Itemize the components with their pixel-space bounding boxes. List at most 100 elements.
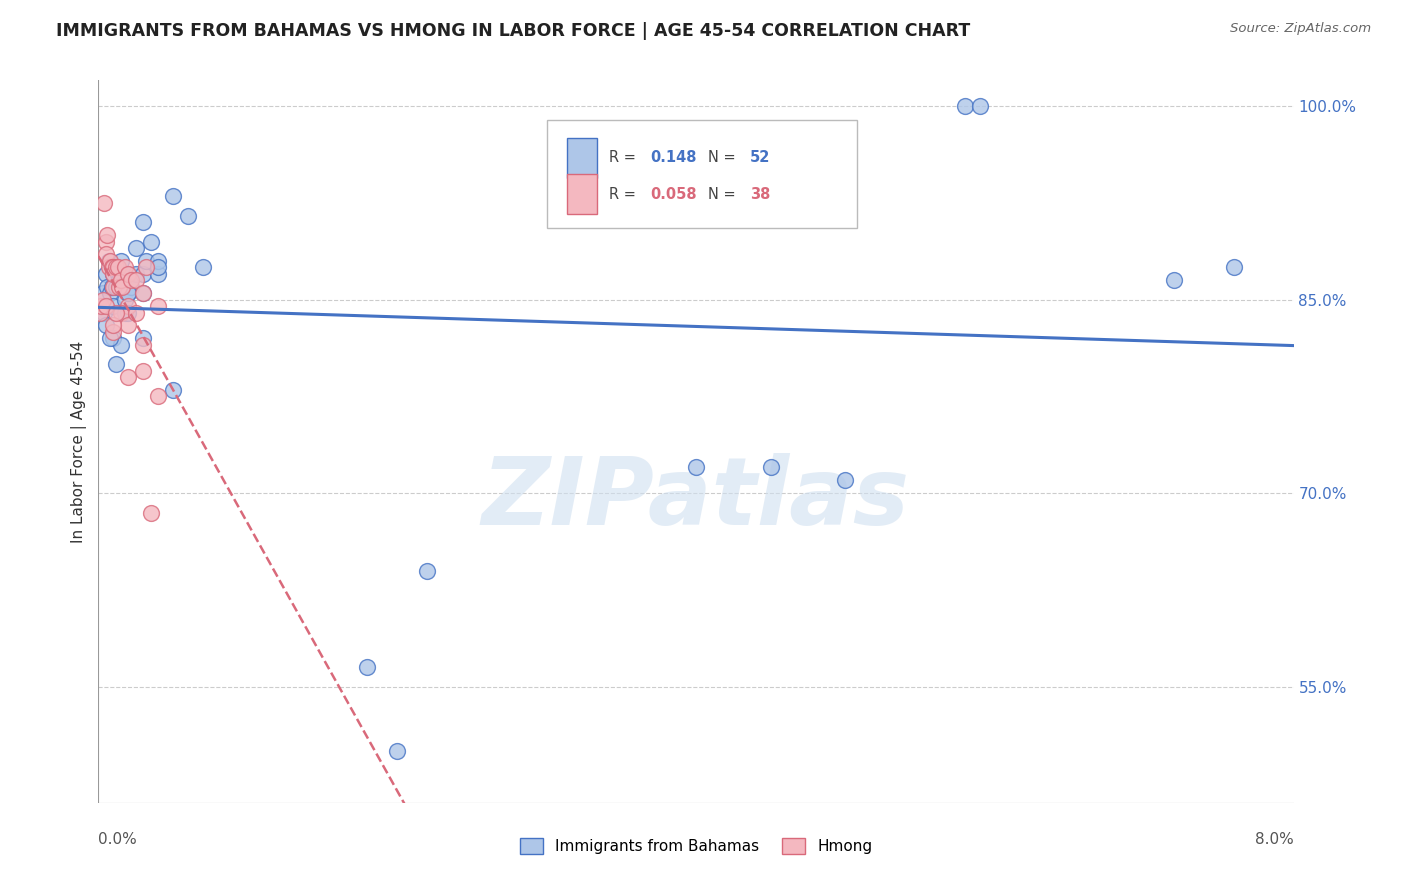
- Text: R =: R =: [609, 151, 640, 165]
- Point: [91, 286, 114, 301]
- Point: [135, 253, 157, 268]
- Point: [162, 189, 184, 203]
- Point: [117, 305, 139, 319]
- Point: [108, 273, 131, 287]
- Point: [177, 209, 200, 223]
- Point: [685, 460, 707, 475]
- Point: [103, 318, 125, 333]
- FancyBboxPatch shape: [547, 120, 858, 228]
- Point: [120, 273, 142, 287]
- Point: [94, 235, 117, 249]
- Point: [110, 253, 132, 268]
- Point: [114, 305, 136, 319]
- Point: [1223, 260, 1246, 275]
- Point: [148, 389, 170, 403]
- Point: [105, 260, 128, 275]
- Point: [125, 273, 148, 287]
- Point: [114, 260, 136, 275]
- Point: [110, 305, 132, 319]
- Text: IMMIGRANTS FROM BAHAMAS VS HMONG IN LABOR FORCE | AGE 45-54 CORRELATION CHART: IMMIGRANTS FROM BAHAMAS VS HMONG IN LABO…: [56, 22, 970, 40]
- Point: [139, 506, 162, 520]
- Text: 8.0%: 8.0%: [1254, 831, 1294, 847]
- Point: [108, 279, 131, 293]
- Point: [103, 279, 125, 293]
- Point: [148, 260, 170, 275]
- Point: [132, 267, 155, 281]
- Point: [94, 267, 117, 281]
- Point: [91, 293, 114, 307]
- Point: [132, 363, 155, 377]
- FancyBboxPatch shape: [567, 138, 596, 178]
- Point: [96, 228, 118, 243]
- Point: [120, 279, 142, 293]
- Point: [834, 473, 856, 487]
- Point: [132, 286, 155, 301]
- Point: [107, 260, 129, 275]
- Y-axis label: In Labor Force | Age 45-54: In Labor Force | Age 45-54: [72, 341, 87, 542]
- Point: [94, 318, 117, 333]
- Point: [105, 279, 128, 293]
- Point: [117, 286, 139, 301]
- Text: N =: N =: [709, 186, 740, 202]
- Point: [132, 215, 155, 229]
- Point: [98, 253, 122, 268]
- Point: [98, 331, 122, 345]
- Point: [191, 260, 214, 275]
- Text: R =: R =: [609, 186, 640, 202]
- Point: [98, 286, 122, 301]
- Point: [125, 305, 148, 319]
- Point: [356, 660, 378, 674]
- Text: 38: 38: [749, 186, 770, 202]
- Point: [117, 267, 139, 281]
- Point: [105, 305, 128, 319]
- Point: [96, 279, 118, 293]
- Point: [111, 267, 134, 281]
- Point: [103, 331, 125, 345]
- Point: [105, 357, 128, 371]
- Point: [148, 267, 170, 281]
- Point: [117, 370, 139, 384]
- Point: [90, 299, 112, 313]
- Point: [117, 286, 139, 301]
- Point: [117, 299, 139, 313]
- Text: Source: ZipAtlas.com: Source: ZipAtlas.com: [1230, 22, 1371, 36]
- Point: [101, 260, 124, 275]
- Point: [97, 260, 120, 275]
- FancyBboxPatch shape: [567, 174, 596, 214]
- Legend: Immigrants from Bahamas, Hmong: Immigrants from Bahamas, Hmong: [513, 832, 879, 860]
- Point: [90, 305, 112, 319]
- Point: [125, 267, 148, 281]
- Point: [969, 99, 991, 113]
- Point: [1163, 273, 1185, 287]
- Text: 52: 52: [749, 151, 770, 165]
- Point: [103, 267, 125, 281]
- Point: [107, 267, 129, 281]
- Point: [385, 744, 409, 758]
- Point: [759, 460, 782, 475]
- Point: [132, 331, 155, 345]
- Point: [416, 564, 439, 578]
- Point: [114, 293, 136, 307]
- Point: [162, 383, 184, 397]
- Point: [103, 299, 125, 313]
- Point: [148, 253, 170, 268]
- Point: [103, 325, 125, 339]
- Text: 0.148: 0.148: [651, 151, 697, 165]
- Text: N =: N =: [709, 151, 740, 165]
- Point: [135, 260, 157, 275]
- Point: [94, 299, 117, 313]
- Text: ZIPatlas: ZIPatlas: [482, 453, 910, 545]
- Point: [132, 286, 155, 301]
- Point: [953, 99, 976, 113]
- Point: [103, 267, 125, 281]
- Point: [97, 253, 120, 268]
- Point: [117, 267, 139, 281]
- Point: [148, 299, 170, 313]
- Point: [103, 260, 125, 275]
- Point: [101, 279, 124, 293]
- Point: [111, 279, 134, 293]
- Point: [110, 338, 132, 352]
- Point: [110, 273, 132, 287]
- Text: 0.0%: 0.0%: [98, 831, 138, 847]
- Point: [89, 305, 111, 319]
